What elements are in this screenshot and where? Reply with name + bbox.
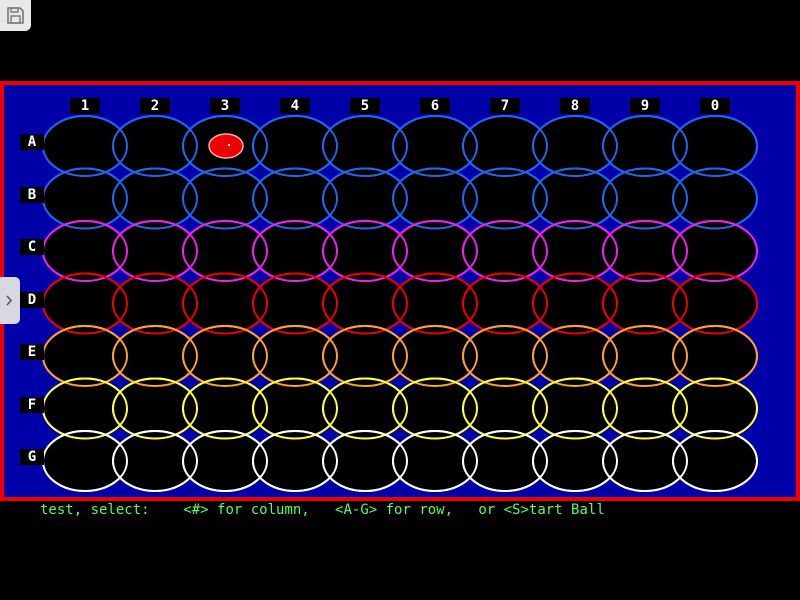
hole-outline xyxy=(392,325,478,387)
hole-outline xyxy=(182,325,268,387)
expand-panel-button[interactable] xyxy=(0,277,20,324)
column-label[interactable]: 9 xyxy=(630,98,660,114)
hole-outline xyxy=(462,377,548,440)
column-hint: <#> for column, xyxy=(183,502,310,518)
hole-outline xyxy=(672,115,758,177)
status-prompt: test, select: xyxy=(40,502,150,518)
hole-outline xyxy=(182,430,268,492)
hole-outline xyxy=(112,272,198,335)
game-board xyxy=(0,81,800,501)
hole-outline xyxy=(672,430,758,492)
hole-outline xyxy=(602,430,688,492)
save-button[interactable] xyxy=(0,0,31,31)
hole-outline xyxy=(112,377,198,440)
hole-outline xyxy=(322,220,408,282)
hole-outline xyxy=(672,377,758,440)
row-label[interactable]: B xyxy=(20,186,44,203)
hole-outline xyxy=(252,430,338,492)
hole-outline xyxy=(532,115,618,177)
hole-outline xyxy=(182,272,268,335)
hole-outline xyxy=(462,272,548,335)
hole-outline xyxy=(392,115,478,177)
row-hint: <A-G> for row, xyxy=(335,502,454,518)
hole-outline xyxy=(392,272,478,335)
hole-outline xyxy=(602,220,688,282)
hole-outline xyxy=(532,377,618,440)
hole-outline xyxy=(602,167,688,230)
hole-outline xyxy=(112,325,198,387)
hole-outline xyxy=(182,115,268,177)
ball-highlight xyxy=(228,144,230,146)
hole-outline xyxy=(392,220,478,282)
hole-outline xyxy=(322,272,408,335)
hole-outline xyxy=(112,167,198,230)
hole-outline xyxy=(602,115,688,177)
column-label[interactable]: 8 xyxy=(560,98,590,114)
hole-outline xyxy=(672,325,758,387)
hole-outline xyxy=(252,377,338,440)
hole-outline xyxy=(322,325,408,387)
hole-outline xyxy=(392,430,478,492)
hole-outline xyxy=(182,167,268,230)
hole-outline xyxy=(462,115,548,177)
column-label[interactable]: 1 xyxy=(70,98,100,114)
row-label[interactable]: C xyxy=(20,239,44,255)
hole-outline xyxy=(602,272,688,335)
column-label[interactable]: 3 xyxy=(210,98,240,114)
status-bar: test, select: <#> for column, <A-G> for … xyxy=(40,502,605,518)
hole-outline xyxy=(182,377,268,440)
hole-outline xyxy=(322,115,408,177)
column-label[interactable]: 0 xyxy=(700,98,730,114)
column-label[interactable]: 2 xyxy=(140,98,170,114)
hole-outline xyxy=(462,220,548,282)
column-label[interactable]: 5 xyxy=(350,98,380,114)
hole-outline xyxy=(672,220,758,282)
hole-outline xyxy=(112,220,198,282)
row-label[interactable]: D xyxy=(20,291,44,308)
hole-outline xyxy=(602,325,688,387)
column-label[interactable]: 6 xyxy=(420,98,450,114)
floppy-disk-icon xyxy=(7,7,24,24)
hole-outline xyxy=(182,220,268,282)
hole-outline xyxy=(532,325,618,387)
hole-outline xyxy=(532,430,618,492)
hole-outline xyxy=(672,167,758,230)
start-hint: or <S>tart Ball xyxy=(478,502,605,518)
hole-outline xyxy=(252,220,338,282)
column-label[interactable]: 4 xyxy=(280,98,310,114)
hole-outline xyxy=(672,272,758,335)
hole-outline xyxy=(462,325,548,387)
hole-outline xyxy=(322,430,408,492)
row-label[interactable]: F xyxy=(20,396,44,413)
row-label[interactable]: E xyxy=(20,344,44,360)
column-label[interactable]: 7 xyxy=(490,98,520,114)
hole-outline xyxy=(532,167,618,230)
hole-outline xyxy=(112,115,198,177)
hole-outline xyxy=(252,272,338,335)
hole-outline xyxy=(252,115,338,177)
hole-outline xyxy=(392,167,478,230)
hole-outline xyxy=(252,167,338,230)
hole-outline xyxy=(462,167,548,230)
hole-outline xyxy=(532,272,618,335)
chevron-right-icon xyxy=(6,295,13,306)
hole-outline xyxy=(252,325,338,387)
row-label[interactable]: G xyxy=(20,449,44,465)
hole-outline xyxy=(532,220,618,282)
hole-outline xyxy=(462,430,548,492)
hole-outline xyxy=(322,377,408,440)
hole-outline xyxy=(322,167,408,230)
ball xyxy=(208,133,244,159)
hole-outline xyxy=(392,377,478,440)
hole-outline xyxy=(112,430,198,492)
row-label[interactable]: A xyxy=(20,134,44,150)
hole-outline xyxy=(602,377,688,440)
